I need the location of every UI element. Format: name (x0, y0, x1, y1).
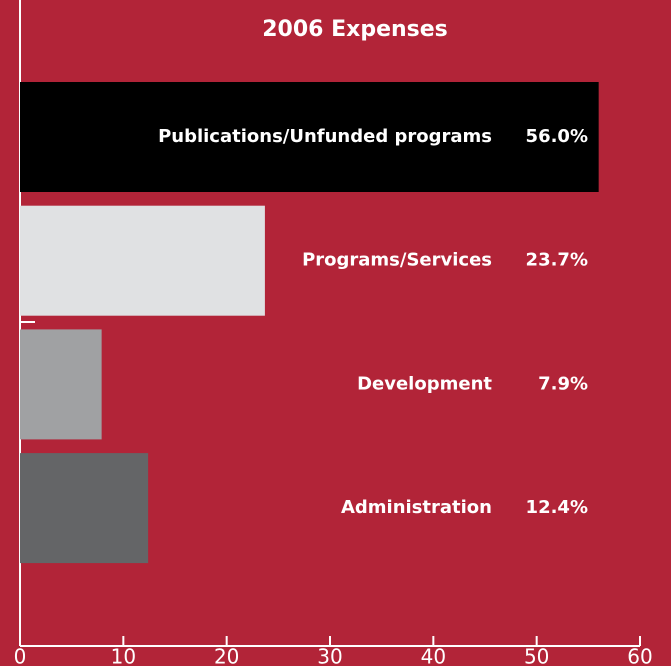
bar (20, 205, 265, 316)
category-label: Administration (341, 497, 492, 518)
value-label: 12.4% (526, 497, 588, 518)
x-tick-label: 10 (111, 645, 136, 666)
bar (20, 82, 599, 192)
x-tick-label: 30 (317, 645, 342, 666)
category-label: Programs/Services (302, 250, 492, 271)
value-label: 7.9% (538, 373, 588, 394)
x-tick-label: 40 (421, 645, 446, 666)
x-tick-label: 50 (524, 645, 549, 666)
value-label: 23.7% (526, 250, 588, 271)
bar (20, 329, 102, 440)
x-tick-label: 0 (14, 645, 27, 666)
x-tick-label: 60 (627, 645, 652, 666)
x-tick-label: 20 (214, 645, 239, 666)
bar (20, 453, 149, 564)
value-label: 56.0% (526, 126, 588, 147)
category-label: Development (357, 373, 492, 394)
category-label: Publications/Unfunded programs (158, 126, 492, 147)
chart-title: 2006 Expenses (262, 17, 448, 42)
